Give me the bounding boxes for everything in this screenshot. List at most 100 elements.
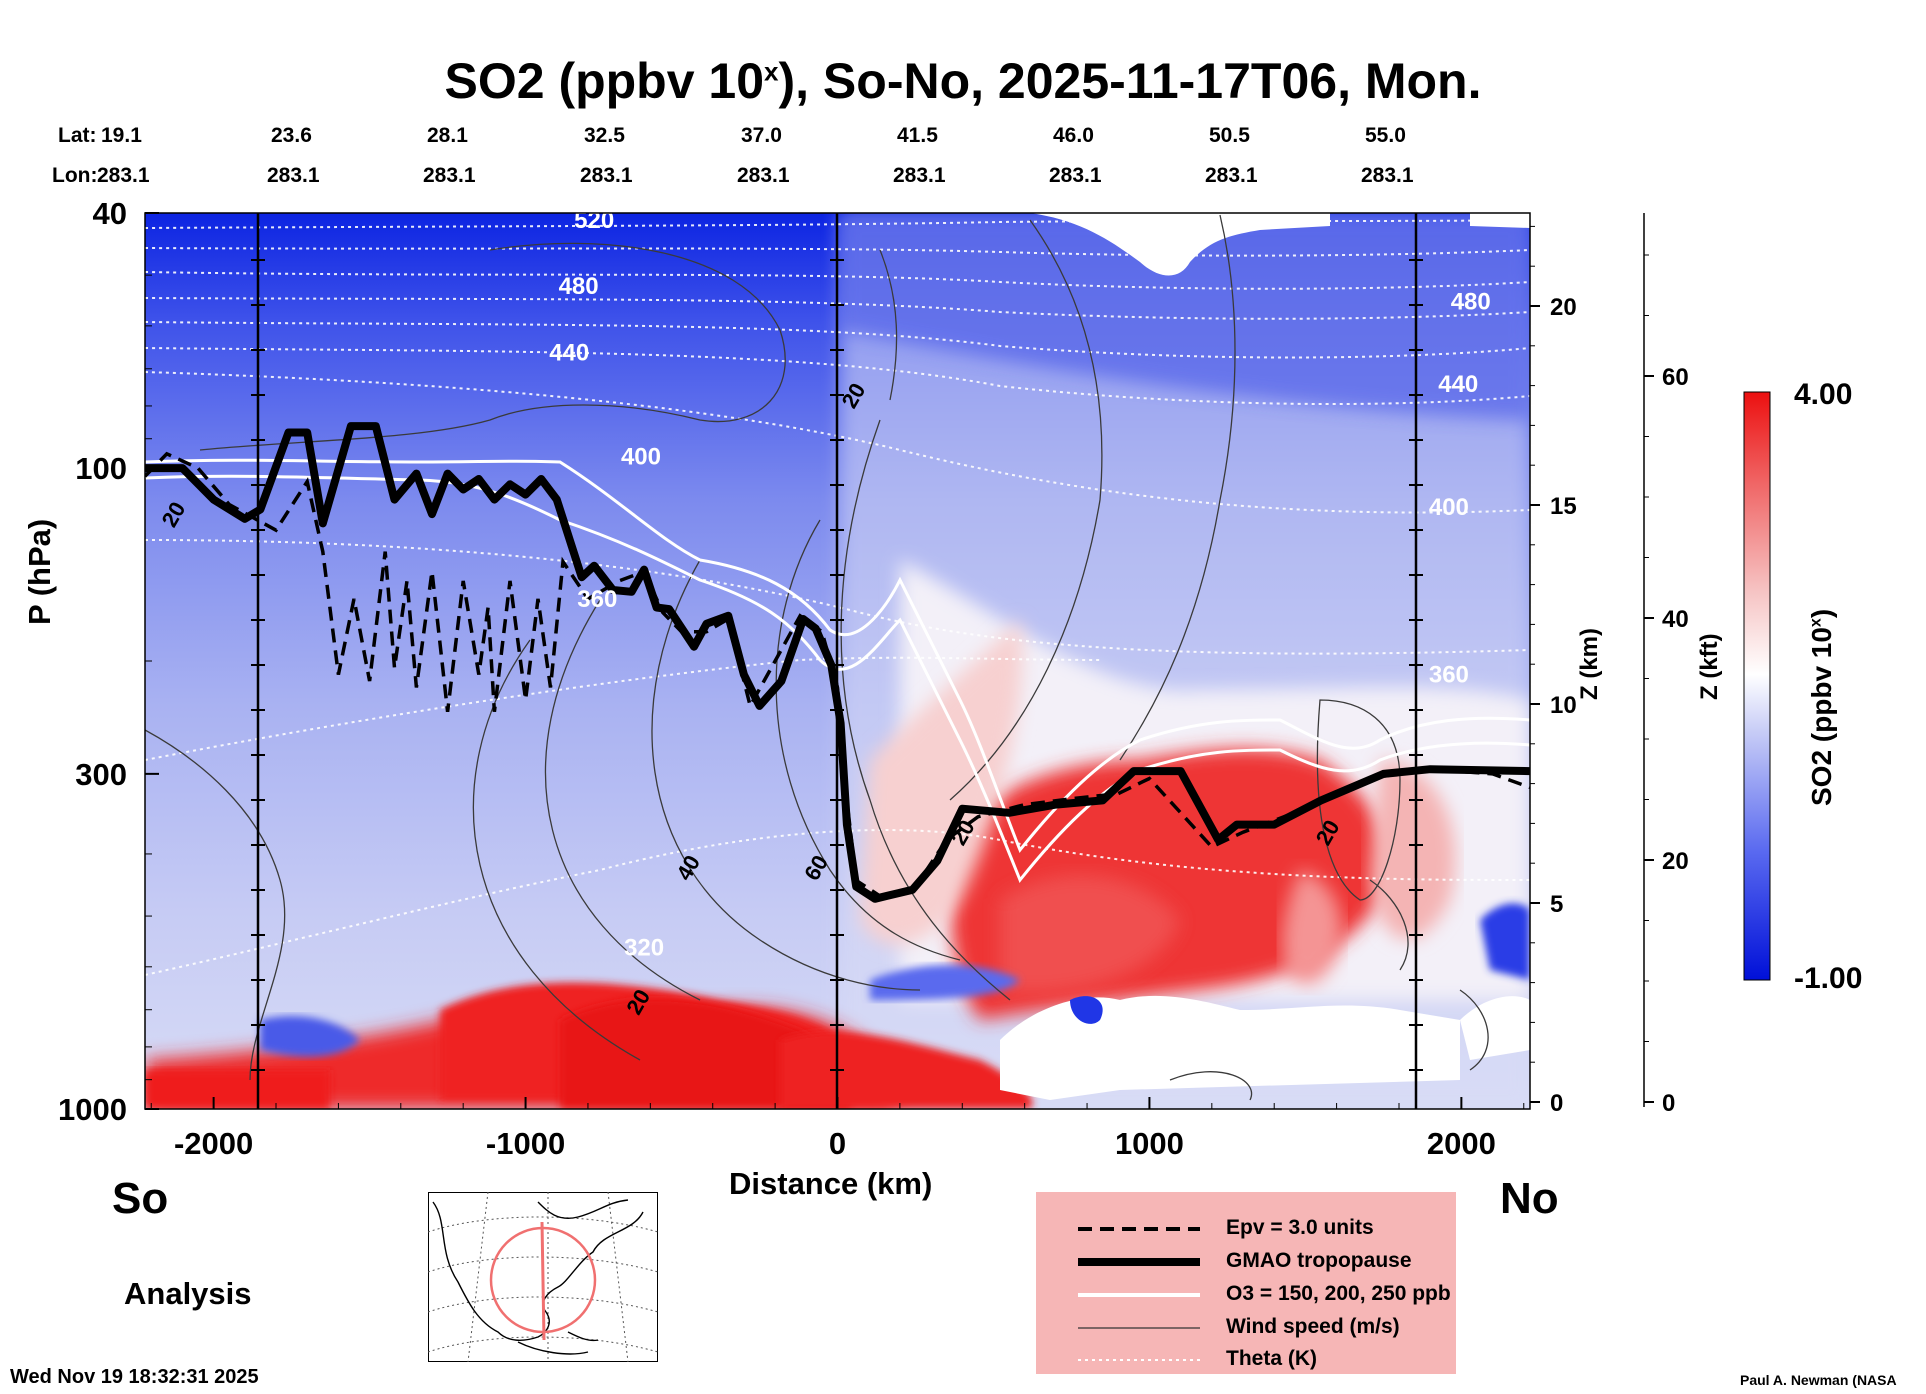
gmao-tropopause-line — [145, 422, 1530, 903]
lat-value: 46.0 — [1053, 124, 1094, 147]
wind-contour — [199, 242, 786, 451]
wind-contour — [1316, 699, 1401, 901]
theta-label: 360 — [1429, 662, 1469, 689]
theta-label: 480 — [559, 273, 599, 300]
colorbar-max-label: 4.00 — [1794, 378, 1853, 411]
wind-contour — [544, 599, 701, 1001]
x-tick-label: -1000 — [486, 1126, 565, 1161]
z-kft-tick-label: 40 — [1662, 606, 1689, 633]
credit: Paul A. Newman (NASA — [1740, 1372, 1897, 1388]
legend-item-wind: Wind speed (m/s) — [1226, 1315, 1400, 1338]
z-kft-axis: 0 20 40 60 — [1643, 213, 1689, 1117]
theta-label: 480 — [1451, 289, 1491, 316]
wind-contour — [472, 639, 641, 1061]
lon-value: 283.1 — [423, 164, 476, 187]
wind-contour — [1369, 879, 1409, 971]
legend-item-theta: Theta (K) — [1226, 1347, 1317, 1370]
wind-contour — [879, 249, 898, 401]
lat-label: Lat: — [58, 124, 97, 147]
p-axis: 40 100 300 1000 — [58, 196, 159, 1127]
epv-tropopause — [145, 451, 1530, 901]
z-km-tick-label: 10 — [1550, 692, 1577, 719]
north-end-label: No — [1500, 1174, 1559, 1223]
theta-line — [145, 247, 1530, 257]
lon-value: 283.1 — [267, 164, 320, 187]
wind-contours — [145, 214, 1489, 1101]
theta-line — [145, 371, 1530, 514]
lon-value: 283.1 — [1361, 164, 1414, 187]
map-section-line — [540, 1221, 546, 1341]
x-tick-label: 2000 — [1427, 1126, 1496, 1161]
legend-item-gmao: GMAO tropopause — [1226, 1249, 1412, 1272]
theta-label: 520 — [574, 207, 614, 234]
z-kft-tick-label: 20 — [1662, 848, 1689, 875]
z-kft-tick-label: 60 — [1662, 364, 1689, 391]
p-tick-label: 300 — [75, 757, 127, 792]
south-end-label: So — [112, 1174, 169, 1223]
x-axis: -2000 -1000 0 1000 2000 — [150, 1097, 1525, 1161]
colorbar-title-text: SO2 (ppbv 10x) — [1806, 608, 1837, 806]
gmao-tropopause — [145, 422, 1530, 903]
lon-value: 283.1 — [1205, 164, 1258, 187]
lat-value: 32.5 — [584, 124, 625, 147]
theta-line — [145, 539, 1530, 655]
theta-lines — [145, 219, 1530, 976]
lon-value: 283.1 — [580, 164, 633, 187]
theta-line — [145, 219, 1530, 229]
analysis-label: Analysis — [124, 1276, 252, 1311]
z-km-tick-label: 5 — [1550, 891, 1563, 918]
wind-contour — [651, 559, 921, 991]
theta-label: 440 — [1438, 371, 1478, 398]
inset-map — [428, 1192, 658, 1362]
lon-value: 283.1 — [893, 164, 946, 187]
colorbar-title: SO2 (ppbv 10x) — [1806, 546, 1838, 806]
ozone-contours — [145, 458, 1530, 883]
wind-contour — [840, 419, 1011, 1001]
lon-value: 283.1 — [737, 164, 790, 187]
ozone-contour — [145, 458, 1530, 853]
legend-item-ozone: O3 = 150, 200, 250 ppb — [1226, 1282, 1451, 1305]
theta-line — [145, 271, 1530, 290]
theta-label: 360 — [577, 586, 617, 613]
timestamp: Wed Nov 19 18:32:31 2025 — [10, 1366, 259, 1388]
p-tick-label: 1000 — [58, 1092, 127, 1127]
x-tick-label: 1000 — [1115, 1126, 1184, 1161]
lon-label: Lon: — [52, 164, 98, 187]
lat-value: 23.6 — [271, 124, 312, 147]
z-kft-tick-label: 0 — [1662, 1090, 1675, 1117]
theta-label: 400 — [621, 444, 661, 471]
wind-contour — [1459, 989, 1489, 1071]
chart-title: SO2 (ppbv 10x), So-No, 2025-11-17T06, Mo… — [444, 53, 1482, 109]
lat-value: 19.1 — [101, 124, 142, 147]
marker-ticks — [251, 259, 1423, 1071]
epv-tropopause-line — [145, 451, 1530, 901]
x-axis-title: Distance (km) — [729, 1166, 933, 1201]
legend: Epv = 3.0 units GMAO tropopause O3 = 150… — [1036, 1192, 1456, 1374]
lon-value: 283.1 — [1049, 164, 1102, 187]
theta-label: 440 — [549, 339, 589, 366]
theta-label: 400 — [1429, 494, 1469, 521]
wind-contour — [1169, 1071, 1253, 1101]
lat-value: 28.1 — [427, 124, 468, 147]
wind-contour — [775, 519, 961, 961]
z-kft-axis-title: Z (kft) — [1696, 633, 1723, 700]
colorbar — [1743, 391, 1771, 981]
lat-value: 50.5 — [1209, 124, 1250, 147]
p-axis-title: P (hPa) — [22, 518, 57, 625]
lat-value: 55.0 — [1365, 124, 1406, 147]
theta-line — [145, 656, 1101, 761]
theta-label: 320 — [624, 935, 664, 962]
map-graticule — [428, 1192, 658, 1362]
z-km-tick-label: 15 — [1550, 493, 1577, 520]
lat-value: 37.0 — [741, 124, 782, 147]
lon-value: 283.1 — [97, 164, 150, 187]
p-tick-label: 40 — [93, 196, 127, 231]
z-km-tick-label: 20 — [1550, 294, 1577, 321]
p-tick-label: 100 — [75, 451, 127, 486]
legend-item-epv: Epv = 3.0 units — [1226, 1216, 1374, 1239]
theta-line — [145, 321, 1530, 359]
z-km-axis-title: Z (km) — [1576, 628, 1603, 700]
theta-line — [145, 347, 1530, 406]
lat-value: 41.5 — [897, 124, 938, 147]
